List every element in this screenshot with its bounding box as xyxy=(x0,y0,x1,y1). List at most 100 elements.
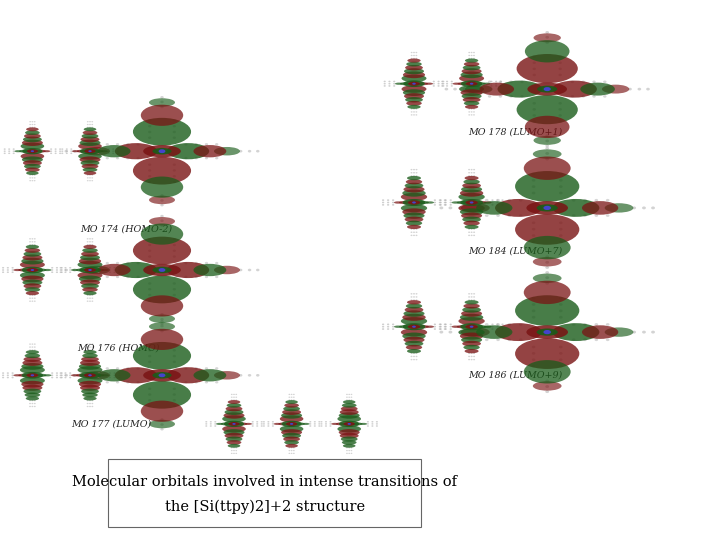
Ellipse shape xyxy=(559,303,562,306)
Ellipse shape xyxy=(29,238,31,240)
Ellipse shape xyxy=(106,381,109,383)
Ellipse shape xyxy=(184,367,188,369)
Ellipse shape xyxy=(65,374,68,376)
Ellipse shape xyxy=(289,394,290,395)
Ellipse shape xyxy=(632,206,636,210)
Ellipse shape xyxy=(382,199,384,201)
Ellipse shape xyxy=(118,269,120,271)
Ellipse shape xyxy=(376,421,378,423)
Ellipse shape xyxy=(149,195,175,204)
Ellipse shape xyxy=(106,367,109,369)
Ellipse shape xyxy=(446,83,448,85)
Ellipse shape xyxy=(23,160,42,166)
Ellipse shape xyxy=(473,228,475,230)
Ellipse shape xyxy=(582,201,618,215)
Ellipse shape xyxy=(26,127,39,131)
Ellipse shape xyxy=(71,269,79,271)
Ellipse shape xyxy=(248,150,251,152)
Ellipse shape xyxy=(532,234,536,237)
Ellipse shape xyxy=(545,390,549,393)
Ellipse shape xyxy=(280,426,303,433)
Ellipse shape xyxy=(267,423,269,424)
Ellipse shape xyxy=(94,268,104,272)
Ellipse shape xyxy=(490,83,492,85)
Ellipse shape xyxy=(69,372,71,374)
Ellipse shape xyxy=(473,296,475,298)
Ellipse shape xyxy=(282,433,301,438)
Ellipse shape xyxy=(410,228,413,230)
Ellipse shape xyxy=(459,206,462,210)
Ellipse shape xyxy=(116,381,120,383)
Ellipse shape xyxy=(510,95,513,98)
Ellipse shape xyxy=(50,148,52,150)
Ellipse shape xyxy=(444,87,449,91)
Ellipse shape xyxy=(473,55,475,56)
Ellipse shape xyxy=(91,124,93,125)
Ellipse shape xyxy=(51,377,53,379)
Ellipse shape xyxy=(108,152,109,154)
Ellipse shape xyxy=(348,423,351,425)
Ellipse shape xyxy=(473,293,475,294)
Ellipse shape xyxy=(18,374,29,377)
Ellipse shape xyxy=(532,221,536,224)
Ellipse shape xyxy=(18,268,29,272)
Ellipse shape xyxy=(418,82,428,85)
Ellipse shape xyxy=(64,374,66,376)
Ellipse shape xyxy=(173,405,176,407)
Ellipse shape xyxy=(559,120,562,123)
Ellipse shape xyxy=(32,343,33,345)
Ellipse shape xyxy=(441,85,444,87)
Ellipse shape xyxy=(118,267,120,268)
Ellipse shape xyxy=(20,272,45,279)
Ellipse shape xyxy=(468,228,470,230)
Ellipse shape xyxy=(158,373,166,377)
Ellipse shape xyxy=(106,143,109,145)
Ellipse shape xyxy=(194,369,226,381)
Ellipse shape xyxy=(446,80,448,82)
Ellipse shape xyxy=(32,121,33,123)
Ellipse shape xyxy=(488,80,491,83)
Ellipse shape xyxy=(552,323,599,341)
Ellipse shape xyxy=(194,157,198,159)
Ellipse shape xyxy=(464,221,480,226)
Ellipse shape xyxy=(451,83,453,85)
Ellipse shape xyxy=(148,131,151,133)
Ellipse shape xyxy=(393,85,395,87)
Ellipse shape xyxy=(8,148,10,150)
Ellipse shape xyxy=(214,147,240,156)
Ellipse shape xyxy=(559,68,562,70)
Ellipse shape xyxy=(114,267,116,268)
Ellipse shape xyxy=(461,336,482,343)
Ellipse shape xyxy=(468,175,470,177)
Ellipse shape xyxy=(73,269,76,271)
Ellipse shape xyxy=(533,62,536,64)
Ellipse shape xyxy=(81,133,99,139)
Ellipse shape xyxy=(406,221,422,226)
Ellipse shape xyxy=(289,396,290,398)
Ellipse shape xyxy=(60,267,62,268)
Ellipse shape xyxy=(314,425,316,427)
Ellipse shape xyxy=(415,235,418,236)
Ellipse shape xyxy=(310,425,311,427)
Ellipse shape xyxy=(143,264,181,276)
Ellipse shape xyxy=(438,204,441,206)
Ellipse shape xyxy=(407,176,421,180)
Ellipse shape xyxy=(161,225,163,227)
Ellipse shape xyxy=(491,323,494,325)
Ellipse shape xyxy=(468,296,470,298)
Ellipse shape xyxy=(595,199,598,201)
Ellipse shape xyxy=(510,80,513,83)
Ellipse shape xyxy=(24,356,41,362)
Ellipse shape xyxy=(237,422,248,426)
Ellipse shape xyxy=(582,95,585,98)
Ellipse shape xyxy=(91,349,94,351)
Ellipse shape xyxy=(459,204,485,212)
Ellipse shape xyxy=(318,423,320,424)
Ellipse shape xyxy=(471,293,472,294)
Ellipse shape xyxy=(81,251,99,256)
Ellipse shape xyxy=(438,80,440,82)
Ellipse shape xyxy=(59,152,61,154)
Ellipse shape xyxy=(21,143,44,150)
Ellipse shape xyxy=(248,374,251,376)
Ellipse shape xyxy=(480,83,514,96)
